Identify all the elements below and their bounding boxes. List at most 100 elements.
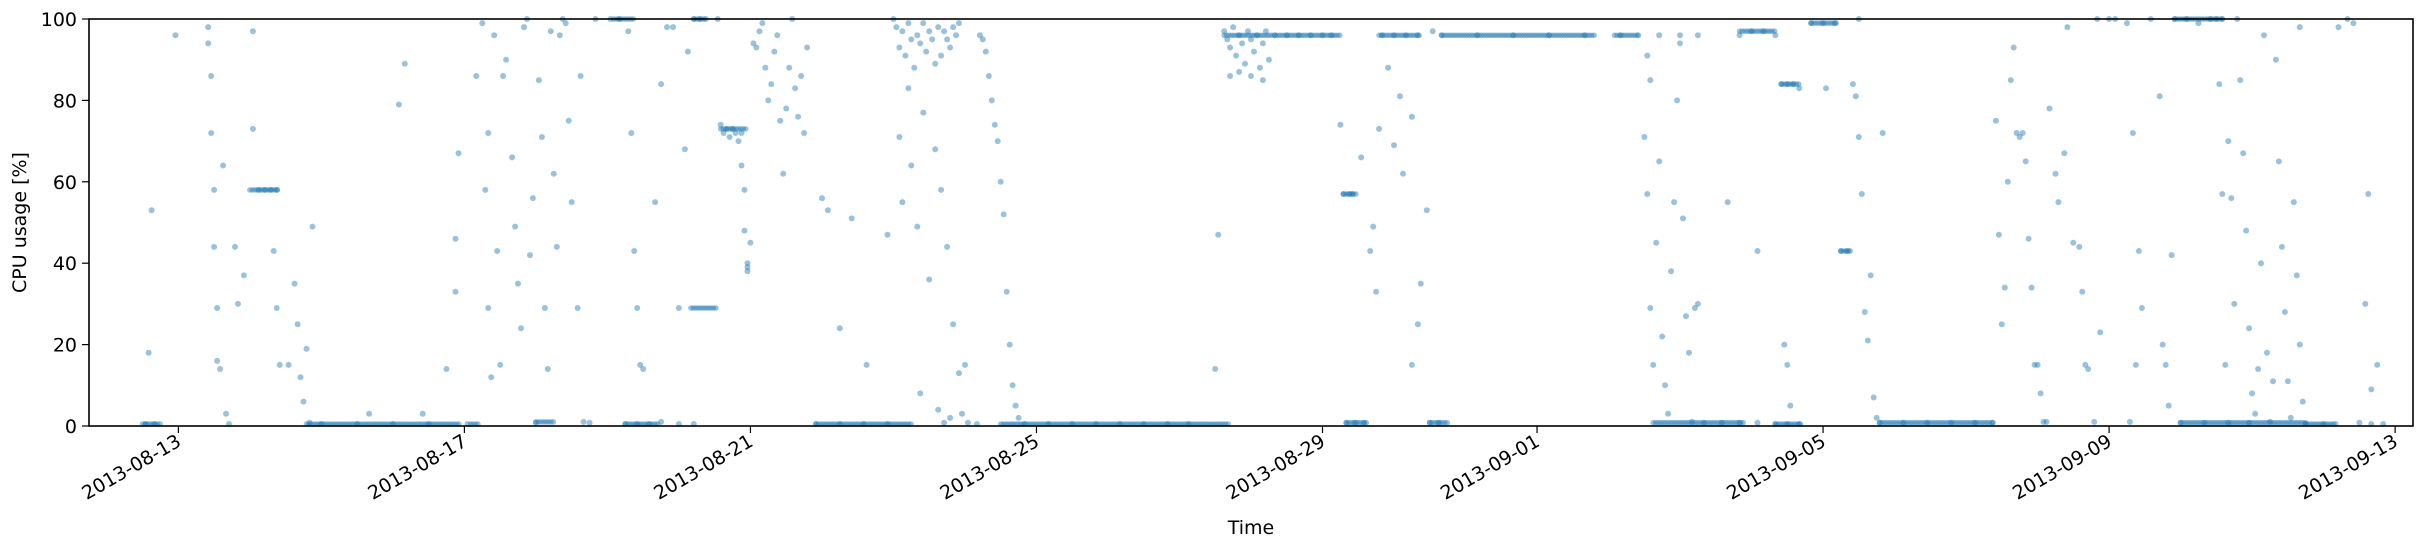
data-point <box>2207 419 2214 426</box>
data-point <box>741 186 748 193</box>
data-point <box>1568 32 1575 39</box>
data-point <box>2275 158 2282 165</box>
data-point <box>2302 419 2309 426</box>
data-point <box>291 280 298 287</box>
data-point <box>1899 419 1905 426</box>
data-point <box>1265 56 1272 63</box>
data-point <box>2237 419 2244 426</box>
x-axis-label: Time <box>1227 517 1275 539</box>
data-point <box>1221 28 1228 35</box>
data-point <box>1553 32 1560 39</box>
data-point <box>1818 20 1824 26</box>
data-point <box>1446 32 1452 39</box>
data-point <box>798 73 805 79</box>
data-point <box>1647 77 1654 84</box>
data-point <box>1790 81 1797 88</box>
data-point <box>1694 300 1701 307</box>
data-point <box>1683 313 1689 320</box>
data-point <box>1361 419 1367 426</box>
data-point <box>1319 32 1326 39</box>
data-point <box>264 187 271 193</box>
data-point <box>1879 419 1885 426</box>
data-point <box>1830 20 1837 26</box>
data-point <box>2246 419 2253 426</box>
data-point <box>1616 32 1623 39</box>
data-point <box>1363 419 1370 426</box>
data-point <box>1845 248 1852 254</box>
data-point <box>1501 32 1507 39</box>
data-point <box>1284 32 1291 39</box>
data-point <box>2034 361 2041 368</box>
data-point <box>1526 32 1532 39</box>
data-point <box>1327 32 1333 39</box>
data-point <box>247 187 253 193</box>
data-point <box>2177 419 2184 426</box>
data-point <box>1695 419 1701 426</box>
data-point <box>720 130 727 136</box>
data-point <box>1228 32 1235 39</box>
data-point <box>2272 419 2279 426</box>
data-point <box>1956 419 1963 426</box>
data-point <box>774 32 781 39</box>
data-point <box>738 130 745 136</box>
data-point <box>947 44 954 51</box>
data-point <box>962 361 968 368</box>
data-point <box>1408 32 1415 39</box>
data-point <box>2124 20 2130 27</box>
data-point <box>211 186 218 193</box>
data-point <box>553 243 560 250</box>
data-point <box>1736 28 1743 34</box>
data-point <box>267 186 274 193</box>
data-point <box>1838 248 1844 254</box>
data-point <box>2350 20 2357 27</box>
data-point <box>920 20 927 27</box>
data-point <box>488 374 495 381</box>
data-point <box>780 170 787 177</box>
data-point <box>455 150 462 157</box>
data-point <box>1406 32 1412 39</box>
data-point <box>1759 28 1765 34</box>
data-point <box>1810 20 1817 26</box>
data-point <box>1340 191 1347 197</box>
data-point <box>1461 32 1467 39</box>
data-point <box>1769 28 1775 34</box>
data-point <box>2052 170 2059 177</box>
data-point <box>1727 419 1734 426</box>
data-point <box>1766 28 1773 34</box>
data-point <box>211 243 218 250</box>
data-point <box>1677 419 1684 426</box>
data-point <box>1876 419 1883 426</box>
data-point <box>1408 113 1415 120</box>
data-point <box>2097 329 2104 336</box>
data-point <box>1949 419 1955 426</box>
data-point <box>259 187 266 193</box>
data-point <box>631 248 638 254</box>
data-point <box>1466 32 1472 39</box>
data-point <box>1481 32 1487 39</box>
data-point <box>899 28 906 35</box>
data-point <box>1650 361 1657 368</box>
data-point <box>1954 419 1960 426</box>
data-point <box>145 349 152 356</box>
data-point <box>1009 382 1016 389</box>
data-point <box>1437 419 1443 426</box>
data-point <box>2025 235 2032 242</box>
data-point <box>1989 419 1996 426</box>
data-point <box>1588 32 1595 39</box>
data-point <box>2022 158 2029 165</box>
data-point <box>917 390 924 397</box>
data-point <box>1448 32 1455 39</box>
data-point <box>1737 419 1744 426</box>
data-point <box>1471 32 1477 39</box>
data-point <box>1373 288 1380 295</box>
data-point <box>1503 32 1510 39</box>
data-point <box>1843 248 1849 254</box>
data-point <box>1583 32 1590 39</box>
data-point <box>235 300 241 307</box>
data-point <box>452 288 459 295</box>
data-point <box>2270 419 2276 426</box>
data-point <box>1378 32 1385 39</box>
data-point <box>541 305 548 311</box>
data-point <box>1995 231 2002 238</box>
data-point <box>443 366 450 372</box>
